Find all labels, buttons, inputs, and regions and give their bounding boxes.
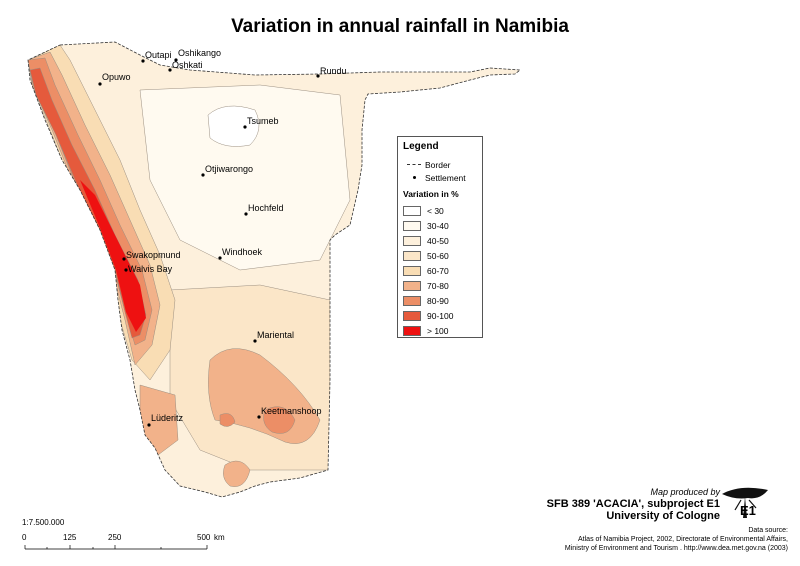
legend-swatch [403,295,421,306]
legend-swatch [403,205,421,216]
scale-unit: km [214,533,225,542]
legend-class: < 30 [403,203,477,218]
svg-text:Keetmanshoop: Keetmanshoop [261,406,322,416]
town-outapi: Outapi [141,50,172,63]
map-credit: Map produced by SFB 389 'ACACIA', subpro… [547,486,720,522]
credit-produced-by: Map produced by [650,487,720,497]
svg-text:Tsumeb: Tsumeb [247,116,279,126]
svg-text:Hochfeld: Hochfeld [248,203,284,213]
svg-text:Windhoek: Windhoek [222,247,263,257]
svg-text:Rundu: Rundu [320,66,347,76]
legend-swatch [403,280,421,291]
data-source: Data source: Atlas of Namibia Project, 2… [565,526,788,553]
source-line-2: Atlas of Namibia Project, 2002, Director… [578,536,788,543]
map-title: Variation in annual rainfall in Namibia [231,16,569,37]
town-oshikango: Oshikango [174,48,221,62]
legend-swatch [403,235,421,246]
svg-text:Opuwo: Opuwo [102,72,131,82]
legend-border-label: Border [425,159,451,170]
legend-class: 60-70 [403,263,477,278]
legend-class: 40-50 [403,233,477,248]
legend-class: > 100 [403,323,477,338]
svg-text:Swakopmund: Swakopmund [126,250,181,260]
country-border [27,41,522,498]
scale-tick-0: 0 [22,533,27,542]
svg-text:Mariental: Mariental [257,330,294,340]
legend-class: 30-40 [403,218,477,233]
town-swakopmund: Swakopmund [122,250,181,261]
svg-text:Otjiwarongo: Otjiwarongo [205,164,253,174]
scale-ratio: 1:7.500.000 [22,518,65,527]
legend-swatch [403,220,421,231]
scale-tick-250: 250 [108,533,122,542]
border-line-icon [407,164,421,165]
town-rundu: Rundu [316,66,347,78]
credit-line-1: SFB 389 'ACACIA', subproject E1 [546,498,720,510]
town-keetmanshoop: Keetmanshoop [257,406,322,419]
legend-class: 70-80 [403,278,477,293]
legend-class: 90-100 [403,308,477,323]
credit-line-2: University of Cologne [606,510,720,522]
town-mariental: Mariental [253,330,294,343]
logo-e1: E1 [740,503,756,518]
source-line-1: Data source: [748,527,788,534]
svg-text:Oshkati: Oshkati [172,60,203,70]
scale-tick-125: 125 [63,533,77,542]
legend: Legend Border Settlement Variation in % … [397,136,483,338]
legend-class: 50-60 [403,248,477,263]
legend-settlement-label: Settlement [425,172,466,183]
legend-border-row: Border [403,158,477,171]
legend-settlement-row: Settlement [403,171,477,184]
town-luderitz: Lüderitz [147,413,184,427]
legend-swatch [403,250,421,261]
town-windhoek: Windhoek [218,247,263,260]
svg-text:Walvis Bay: Walvis Bay [128,264,173,274]
legend-swatch [403,265,421,276]
settlement-dot-icon [412,176,416,179]
town-otjiwarongo: Otjiwarongo [201,164,253,177]
town-opuwo: Opuwo [98,72,131,86]
source-line-3: Ministry of Environment and Tourism . ht… [564,545,788,552]
svg-text:Oshikango: Oshikango [178,48,221,58]
town-hochfeld: Hochfeld [244,203,284,216]
town-oshakati: Oshkati [168,60,203,72]
legend-title: Legend [403,141,439,152]
scale-tick-500: 500 [197,533,211,542]
svg-text:Outapi: Outapi [145,50,172,60]
svg-text:Lüderitz: Lüderitz [151,413,184,423]
legend-class: 80-90 [403,293,477,308]
scale-bar [24,545,208,550]
town-tsumeb: Tsumeb [243,116,279,129]
acacia-tree-icon [722,487,768,518]
legend-subtitle: Variation in % [403,189,459,199]
town-walvis-bay: Walvis Bay [124,264,173,274]
legend-swatch [403,325,421,336]
legend-swatch [403,310,421,321]
